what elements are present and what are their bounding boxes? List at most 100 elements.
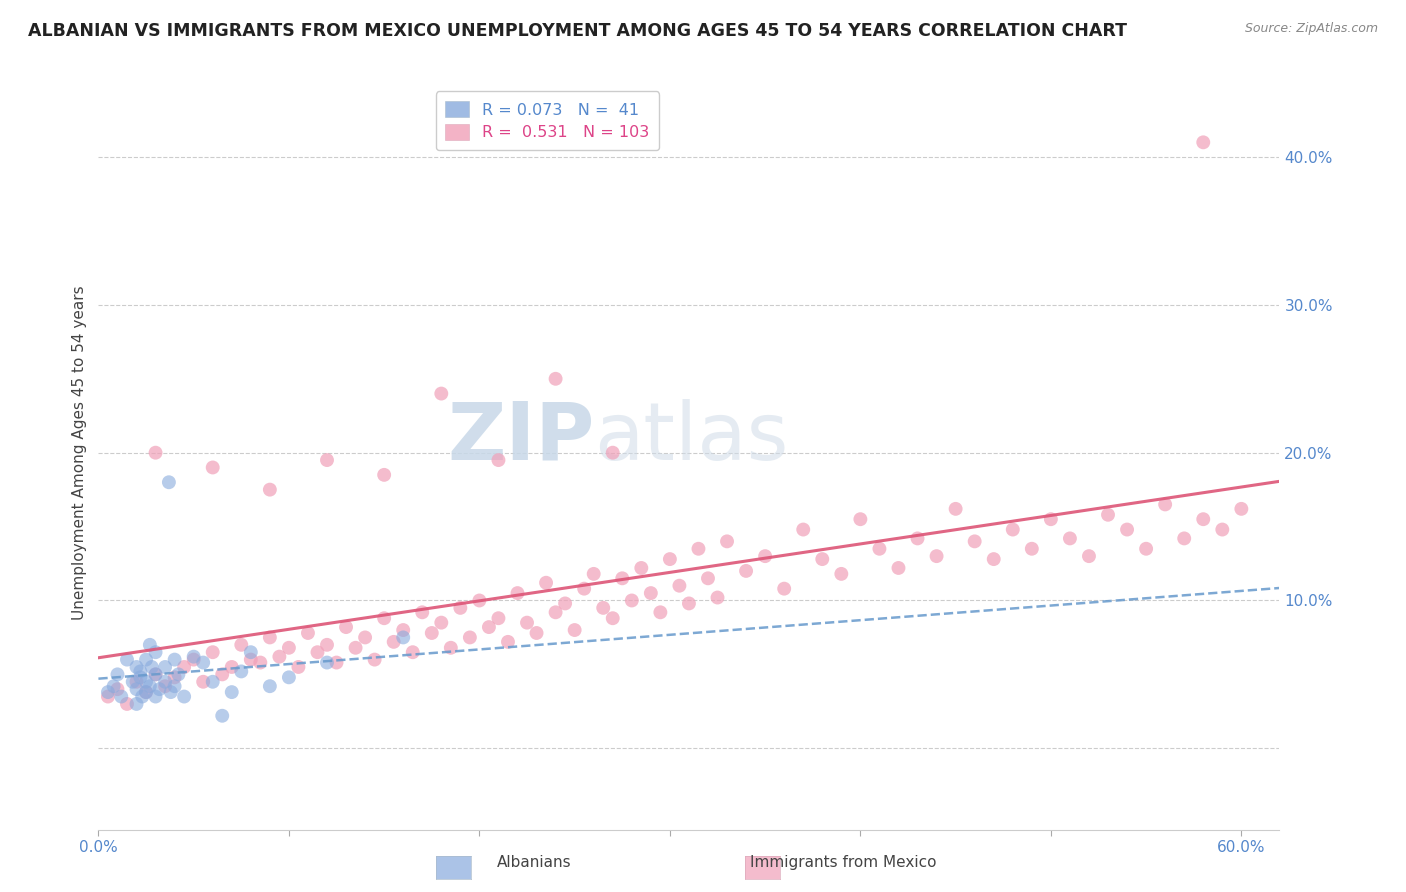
Point [239,645,262,659]
Point [373,611,395,625]
Point [325,656,347,670]
Point [678,596,700,610]
Point [1078,549,1101,563]
Point [145,667,167,681]
Point [430,615,453,630]
Point [135,674,157,689]
Point [650,605,672,619]
Point [963,534,986,549]
Point [183,649,205,664]
Point [211,708,233,723]
Point [1192,136,1215,150]
Point [592,600,614,615]
Point [754,549,776,563]
Point [907,532,929,546]
Point [201,645,224,659]
Point [163,679,186,693]
Point [297,626,319,640]
Point [516,615,538,630]
Point [145,445,167,460]
Point [335,620,357,634]
Point [139,679,162,693]
Point [668,579,690,593]
Point [402,645,425,659]
Point [488,453,510,467]
Point [554,596,576,610]
Point [125,674,148,689]
Point [231,665,253,679]
Point [135,652,157,666]
Point [440,640,463,655]
Y-axis label: Unemployment Among Ages 45 to 54 years: Unemployment Among Ages 45 to 54 years [72,285,87,620]
Point [430,386,453,401]
Point [1135,541,1157,556]
Point [173,690,195,704]
Point [811,552,834,566]
Point [125,660,148,674]
Point [167,667,190,681]
Point [163,652,186,666]
Point [1173,532,1195,546]
Point [153,660,176,674]
Text: Source: ZipAtlas.com: Source: ZipAtlas.com [1244,22,1378,36]
Point [173,660,195,674]
Point [157,475,180,490]
Point [221,660,243,674]
Point [193,674,215,689]
Point [135,685,157,699]
Point [131,690,153,704]
Point [110,690,132,704]
Point [1021,541,1043,556]
Point [145,667,167,681]
Point [382,635,405,649]
Point [259,631,281,645]
Point [544,605,567,619]
Point [1116,523,1139,537]
Point [1001,523,1024,537]
Point [1192,512,1215,526]
Text: ZIP: ZIP [447,399,595,476]
Point [688,541,710,556]
Point [392,623,415,637]
Point [145,690,167,704]
Point [716,534,738,549]
Point [420,626,443,640]
Point [373,467,395,482]
Point [148,682,170,697]
Point [259,483,281,497]
Point [830,566,852,581]
Point [488,611,510,625]
Point [478,620,501,634]
Text: atlas: atlas [595,399,789,476]
Point [392,631,415,645]
Point [153,674,176,689]
Point [1059,532,1081,546]
Point [582,566,605,581]
Point [239,652,262,666]
Point [115,697,138,711]
Point [925,549,948,563]
Point [141,660,163,674]
Legend: R = 0.073   N =  41, R =  0.531   N = 103: R = 0.073 N = 41, R = 0.531 N = 103 [436,91,659,150]
Point [1097,508,1119,522]
Point [107,667,129,681]
Point [259,679,281,693]
Point [316,453,339,467]
Point [526,626,548,640]
Point [1211,523,1233,537]
Point [307,645,329,659]
Point [107,682,129,697]
Point [496,635,519,649]
Point [249,656,271,670]
Point [849,512,872,526]
Point [269,649,291,664]
Point [354,631,377,645]
Point [1154,497,1177,511]
Point [193,656,215,670]
Point [983,552,1005,566]
Point [658,552,681,566]
Point [887,561,910,575]
Point [316,656,339,670]
Point [564,623,586,637]
Point [640,586,662,600]
